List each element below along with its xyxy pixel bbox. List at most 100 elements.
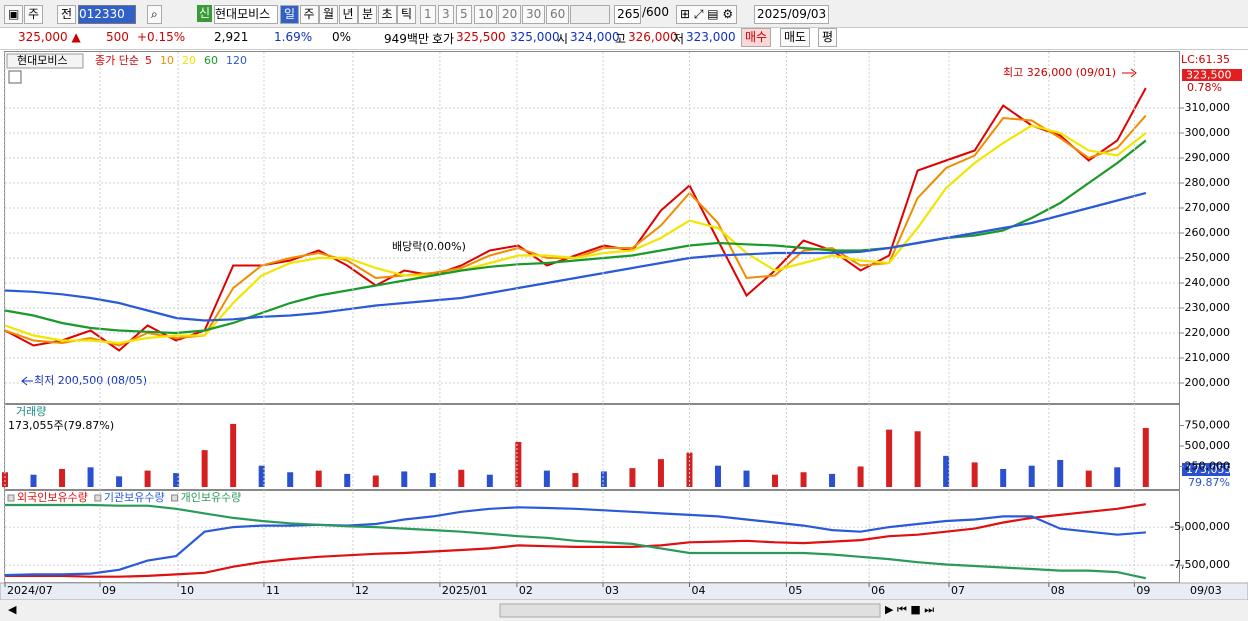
- info-bar: 325,000 ▲ 500 +0.15% 2,921 1.69% 0% 949백…: [0, 27, 1248, 50]
- amount: 949백만: [384, 32, 429, 46]
- volume-bar: [943, 455, 950, 487]
- interval-button[interactable]: 틱: [397, 5, 417, 24]
- y-tick-label: 220,000: [1185, 326, 1231, 339]
- chart-title: 현대모비스: [17, 54, 68, 67]
- volume-bar: [515, 441, 522, 487]
- blank-select[interactable]: [570, 5, 610, 24]
- tool-icons[interactable]: ⊞ ⤢ ▤ ⚙: [676, 5, 738, 24]
- volume-bar: [629, 468, 636, 487]
- y-tick-label: 270,000: [1185, 201, 1231, 214]
- date-axis-bg: [0, 582, 1248, 601]
- volume-bar: [657, 459, 664, 487]
- volume-marker-label: 173,055: [1186, 463, 1232, 476]
- holdings-panel: [4, 490, 1180, 583]
- search-button[interactable]: ⌕: [147, 5, 162, 24]
- avg-button[interactable]: 평: [818, 28, 838, 47]
- change-label: 0.78%: [1187, 81, 1222, 94]
- dividend-annotation: 배당락(0.00%): [392, 240, 466, 253]
- interval-button[interactable]: 일: [280, 5, 300, 24]
- y-tick-label: 290,000: [1185, 151, 1231, 164]
- interval-button[interactable]: 분: [358, 5, 378, 24]
- minute-button[interactable]: 60: [546, 5, 570, 24]
- low-label: 저: [673, 32, 685, 46]
- legend-swatch: [7, 494, 15, 502]
- legend-swatch: [94, 494, 102, 502]
- low-annotation: 최저 200,500 (08/05): [34, 374, 147, 387]
- y-tick-label: 230,000: [1185, 301, 1231, 314]
- menu-icon[interactable]: ▣: [4, 5, 24, 24]
- scrollbar[interactable]: [499, 603, 881, 618]
- y-tick-label: 210,000: [1185, 351, 1231, 364]
- interval-button[interactable]: 년: [338, 5, 358, 24]
- interval-button[interactable]: 초: [377, 5, 397, 24]
- volume-bar: [1085, 470, 1092, 487]
- prev-button[interactable]: 전: [57, 5, 77, 24]
- low: 323,000: [686, 30, 736, 44]
- scroll-left: ◀: [8, 603, 17, 616]
- y-tick-label: -5,000,000: [1170, 520, 1230, 533]
- volume-bar: [800, 472, 807, 487]
- volume-bar: [2, 472, 8, 487]
- series-line: [4, 139, 1147, 335]
- volume-bar: [287, 472, 294, 487]
- volume-bar: [144, 470, 151, 487]
- y-tick-label: 280,000: [1185, 176, 1231, 189]
- volume-bar: [258, 465, 265, 487]
- minute-button[interactable]: 3: [438, 5, 454, 24]
- volume-ratio-label: 79.87%: [1188, 476, 1230, 489]
- price: 325,000 ▲: [18, 30, 81, 44]
- price-marker: [1182, 69, 1242, 81]
- count-input[interactable]: 265: [614, 5, 641, 24]
- legend-entry: 기관보유수량: [104, 491, 165, 504]
- legend-swatch: [171, 494, 179, 502]
- buy-button[interactable]: 매수: [741, 28, 772, 47]
- series-line: [5, 503, 1147, 580]
- volume-bar: [857, 466, 864, 487]
- legend-entry: 개인보유수량: [181, 491, 242, 504]
- change-pct: +0.15%: [137, 30, 186, 44]
- volume-bar: [1114, 467, 1121, 487]
- scroll-controls: ▶ ⏮ ■ ⏭: [885, 603, 934, 616]
- minute-button[interactable]: 10: [474, 5, 498, 24]
- sell-button[interactable]: 매도: [780, 28, 811, 47]
- x-tick-label: 04: [691, 584, 705, 597]
- interval-button[interactable]: 주: [299, 5, 319, 24]
- quote-label: 호가: [432, 32, 455, 46]
- legend-entry: 5: [145, 54, 152, 67]
- minute-button[interactable]: 20: [498, 5, 522, 24]
- legend-entry: 120: [226, 54, 247, 67]
- period-type[interactable]: 주: [24, 5, 44, 24]
- legend-entry: 60: [204, 54, 218, 67]
- minute-button[interactable]: 1: [420, 5, 436, 24]
- code-input[interactable]: 012330: [78, 5, 136, 24]
- interval-button[interactable]: 월: [319, 5, 339, 24]
- x-tick-label: 2025/01: [442, 584, 488, 597]
- volume-marker: [1182, 463, 1230, 476]
- volume-bar: [886, 429, 893, 487]
- x-tick-label: 10: [180, 584, 194, 597]
- volume-title: 거래량: [16, 405, 46, 418]
- chart-bg: [0, 50, 1248, 601]
- series-line: [4, 506, 1146, 577]
- y-tick-label: 250,000: [1185, 251, 1231, 264]
- volume-bar: [372, 475, 379, 487]
- low-arrow: [21, 376, 33, 386]
- change: 500: [106, 30, 129, 44]
- minute-button[interactable]: 30: [522, 5, 546, 24]
- volume-subtitle: 173,055주(79.87%): [8, 419, 114, 432]
- date-input[interactable]: 2025/09/03: [754, 5, 830, 24]
- x-tick-label: 06: [871, 584, 885, 597]
- series-line: [4, 87, 1147, 352]
- volume-bar: [1028, 465, 1035, 487]
- y-tick-label: 240,000: [1185, 276, 1231, 289]
- minute-button[interactable]: 5: [456, 5, 472, 24]
- x-tick-label: 11: [266, 584, 280, 597]
- volume-bar: [401, 471, 408, 487]
- high-label: 고: [615, 32, 627, 46]
- volume-bar: [458, 469, 465, 487]
- volume-bar: [429, 473, 436, 487]
- legend-entry: 20: [182, 54, 196, 67]
- volume-bar: [87, 467, 94, 487]
